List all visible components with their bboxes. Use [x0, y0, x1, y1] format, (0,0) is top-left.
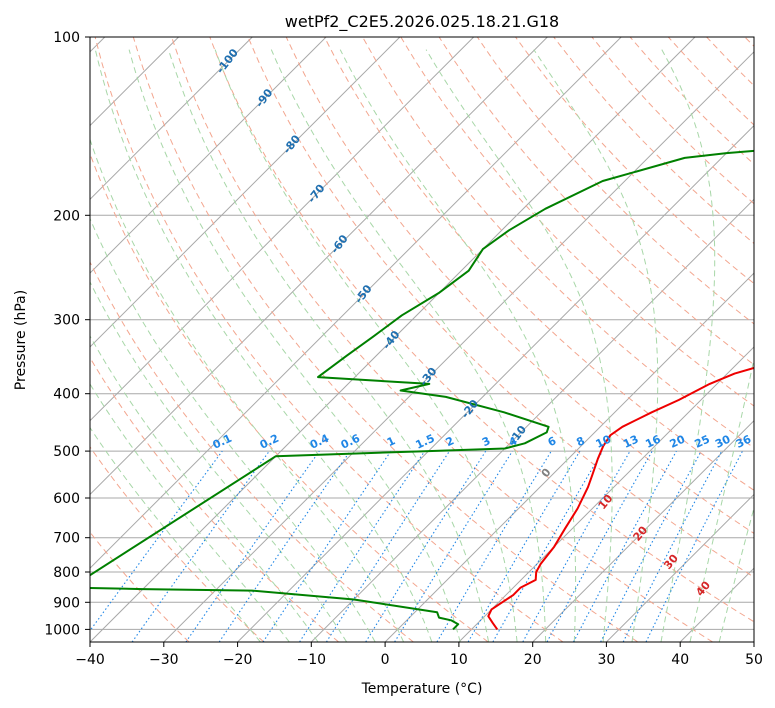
isotherm-line — [458, 346, 754, 642]
moist-adiabat-line — [90, 335, 319, 642]
isotherm-line — [90, 37, 253, 201]
moist-adiabat-line — [94, 49, 433, 642]
dry-adiabat-line — [90, 446, 265, 642]
mixing-ratio-line — [262, 450, 392, 642]
y-tick-label: 400 — [53, 387, 80, 403]
mixing-ratio-line — [299, 450, 426, 642]
mixing-ratio-line — [573, 450, 677, 642]
x-tick-label: 10 — [450, 652, 468, 668]
moist-adiabat-line — [90, 280, 348, 642]
dry-adiabat-line — [476, 37, 754, 325]
moist-adiabat-line — [90, 217, 376, 642]
mixing-ratio-label: 25 — [693, 433, 712, 451]
axis-layer: −40 −30 −20 −10 0 10 20 30 40 50 100 200 300 400 500 60… — [44, 30, 763, 668]
y-tick-label: 900 — [53, 595, 80, 611]
mixing-ratio-label: 10 — [594, 432, 614, 450]
mixing-ratio-line — [90, 450, 223, 632]
temperature-profile-line — [487, 366, 754, 630]
mixing-ratio-label: 30 — [713, 432, 733, 450]
series-layer — [90, 149, 754, 631]
dry-adiabat-line — [171, 37, 713, 642]
y-tick-label: 200 — [53, 208, 80, 224]
dry-adiabat-line — [247, 37, 754, 578]
y-tick-label: 800 — [53, 565, 80, 581]
mixing-ratio-line — [185, 450, 320, 642]
x-tick-label: 50 — [745, 652, 763, 668]
isotherm-line — [384, 272, 754, 642]
y-tick-label: 1000 — [44, 622, 80, 638]
y-axis-label: Pressure (hPa) — [13, 290, 29, 390]
y-tick-label: 600 — [53, 491, 80, 507]
isotherm-line — [606, 493, 754, 642]
isotherm-line — [237, 124, 754, 642]
moist-adiabat-line — [90, 383, 290, 642]
moist-adiabat-line — [425, 49, 613, 642]
y-tick-label: 300 — [53, 313, 80, 329]
isotherm-line — [90, 37, 696, 642]
moist-adiabat-line — [533, 49, 659, 642]
x-tick-label: −30 — [149, 652, 179, 668]
mixing-ratio-line — [645, 450, 743, 642]
x-tick-label: 0 — [381, 652, 390, 668]
chart-title: wetPf2_C2E5.2026.025.18.21.G18 — [285, 12, 559, 32]
mixing-ratio-label: 16 — [643, 432, 663, 450]
y-tick-label: 500 — [53, 444, 80, 460]
x-tick-label: −20 — [223, 652, 253, 668]
mixing-ratio-line — [325, 450, 450, 642]
dry-adiabat-line — [90, 356, 339, 642]
dry-adiabat-line — [515, 37, 754, 285]
moist-adiabat-line — [214, 49, 518, 642]
dry-adiabat-line — [209, 37, 754, 623]
moist-adiabat-line — [718, 505, 754, 642]
y-tick-label: 700 — [53, 531, 80, 547]
moist-adiabat-line — [167, 49, 490, 642]
x-tick-label: 20 — [524, 652, 542, 668]
isotherm-line — [90, 37, 548, 496]
isotherm-line — [532, 419, 754, 642]
plot-frame — [89, 36, 755, 643]
mixing-ratio-label: 20 — [668, 432, 688, 450]
x-axis-label: Temperature (°C) — [361, 681, 483, 697]
dry-adiabat-line — [132, 37, 639, 642]
x-tick-label: −40 — [75, 652, 105, 668]
x-tick-label: 40 — [671, 652, 689, 668]
moist-adiabat-line — [689, 356, 754, 642]
mixing-ratio-line — [546, 450, 653, 642]
mixing-ratio-line — [131, 450, 270, 642]
mixing-ratio-line — [218, 450, 351, 642]
isotherm-line — [90, 37, 401, 348]
moist-adiabat-line — [270, 49, 547, 642]
moist-adiabat-line — [90, 426, 261, 642]
x-tick-label: 30 — [597, 652, 615, 668]
dry-adiabat-line — [438, 37, 754, 366]
moist-adiabat-line — [660, 49, 716, 642]
dry-adiabat-line — [90, 260, 414, 642]
mixing-ratio-line — [522, 450, 631, 642]
mixing-ratio-label: 36 — [734, 432, 754, 450]
isotherm-line — [90, 37, 327, 274]
dry-adiabat-line — [285, 37, 754, 535]
y-tick-label: 100 — [53, 30, 80, 46]
moist-adiabat-line — [128, 49, 461, 642]
dry-adiabat-line — [323, 37, 754, 491]
moist-adiabat-line — [90, 137, 405, 642]
isotherm-line — [90, 37, 475, 422]
isotherm-line — [90, 37, 622, 569]
isotherm-line — [163, 51, 754, 642]
mixing-ratio-line — [394, 450, 513, 642]
x-tick-label: −10 — [297, 652, 327, 668]
mixing-ratio-label: 13 — [621, 433, 640, 451]
dewpoint-profile-line — [90, 149, 754, 631]
